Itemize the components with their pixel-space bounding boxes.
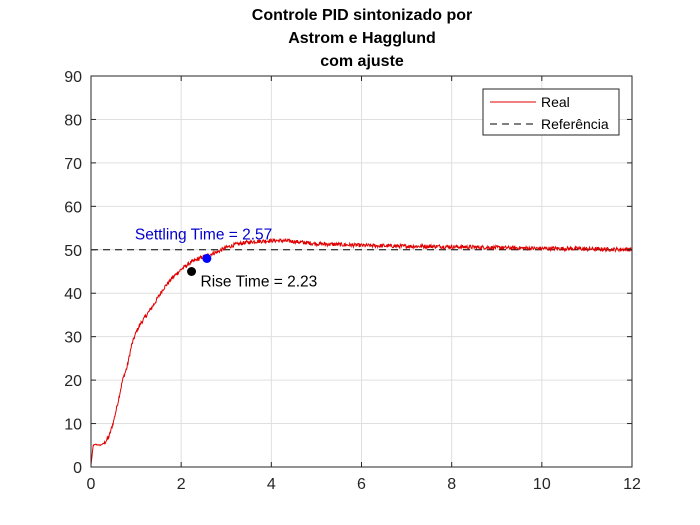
x-tick-label: 4 <box>267 476 276 493</box>
legend-box <box>482 88 620 136</box>
y-tick-label: 70 <box>64 156 82 173</box>
annotation-marker <box>187 267 197 276</box>
y-tick-label: 90 <box>64 69 82 86</box>
legend: Real Referência <box>482 88 620 136</box>
x-tick-label: 0 <box>87 476 96 493</box>
annotation-label: Settling Time = 2.57 <box>135 226 272 243</box>
chart-title-line-1: Controle PID sintonizado por <box>251 7 473 24</box>
x-tick-label: 6 <box>357 476 366 493</box>
tick-layer: 0 2 4 6 8 10 12 0 10 20 30 40 50 60 70 80 90 <box>64 69 641 493</box>
x-tick-label: 8 <box>447 476 456 493</box>
y-tick-label: 50 <box>64 243 82 260</box>
annotation-label: Rise Time = 2.23 <box>201 274 318 291</box>
series-layer <box>90 237 633 465</box>
x-tick-label: 2 <box>177 476 186 493</box>
y-tick-label: 10 <box>64 417 82 434</box>
y-tick-label: 80 <box>64 112 82 129</box>
chart-title-line-2: Astrom e Hagglund <box>288 30 436 47</box>
legend-label: Referência <box>541 116 609 132</box>
chart-title-line-3: com ajuste <box>320 53 404 70</box>
y-tick-label: 60 <box>64 199 82 216</box>
y-tick-label: 40 <box>64 286 82 303</box>
legend-label: Real <box>541 94 570 110</box>
x-tick-label: 10 <box>533 476 551 493</box>
marker-layer: Settling Time = 2.57 Rise Time = 2.23 <box>135 226 317 290</box>
y-tick-label: 30 <box>64 330 82 347</box>
series-line-real <box>90 237 633 465</box>
y-tick-label: 0 <box>73 460 82 477</box>
x-tick-label: 12 <box>623 476 641 493</box>
y-tick-label: 20 <box>64 373 82 390</box>
annotation-marker <box>202 253 212 263</box>
